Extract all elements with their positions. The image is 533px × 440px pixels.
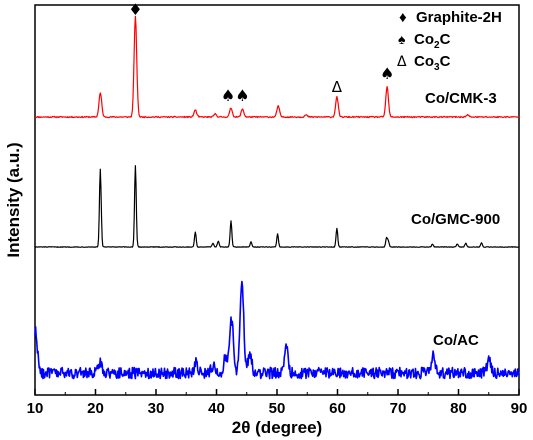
peak-marker: ♠♠ [221, 86, 250, 105]
x-axis-ticks: 10 20 30 40 50 60 70 80 90 [27, 389, 528, 417]
series-layer [34, 15, 520, 380]
legend-entry-co3c: Δ Co3C [397, 53, 451, 73]
series-label-co-ac: Co/AC [433, 332, 479, 349]
series-label-co-cmk-3: Co/CMK-3 [425, 90, 497, 107]
legend-label-co3c-tail: C [440, 53, 451, 70]
peak-annotations: ♦ ♠♠ Δ ♠ [128, 0, 394, 105]
x-tick-label: 40 [208, 400, 225, 417]
x-tick-label: 30 [148, 400, 165, 417]
legend-label-graphite: Graphite-2H [416, 9, 502, 26]
series-line-co-gmc-900 [34, 165, 520, 248]
legend-label-co3c-main: Co [414, 53, 434, 70]
x-tick-label: 70 [390, 400, 407, 417]
x-tick-label: 10 [27, 400, 44, 417]
legend-label-co2c-main: Co [414, 31, 434, 48]
y-axis-label: Intensity (a.u.) [4, 142, 23, 257]
legend-label-co3c: Co3C [414, 53, 451, 73]
legend-label-co2c: Co2C [414, 31, 451, 51]
x-tick-label: 90 [511, 400, 528, 417]
legend-entry-graphite: ♦ Graphite-2H [399, 9, 502, 26]
series-label-co-gmc-900: Co/GMC-900 [411, 211, 500, 228]
peak-marker: ♠ [380, 64, 394, 83]
series-line-co-cmk-3 [35, 15, 520, 119]
legend-symbol-diamond: ♦ [399, 9, 407, 26]
legend-label-co2c-sub: 2 [434, 40, 440, 51]
legend-entry-co2c: ♠ Co2C [398, 31, 451, 51]
x-tick-label: 60 [329, 400, 346, 417]
peak-marker: ♦ [128, 0, 142, 19]
legend-label-co2c-tail: C [440, 31, 451, 48]
peak-marker: Δ [332, 78, 343, 96]
x-tick-label: 20 [87, 400, 104, 417]
series-line-co-ac [34, 280, 520, 380]
x-tick-label: 80 [450, 400, 467, 417]
legend-label-co3c-sub: 3 [434, 62, 440, 73]
legend-symbol-spade: ♠ [398, 31, 406, 47]
legend-symbol-delta: Δ [397, 54, 407, 70]
x-tick-label: 50 [269, 400, 286, 417]
legend: ♦ Graphite-2H ♠ Co2C Δ Co3C [397, 9, 502, 73]
x-axis-label: 2θ (degree) [232, 418, 322, 437]
